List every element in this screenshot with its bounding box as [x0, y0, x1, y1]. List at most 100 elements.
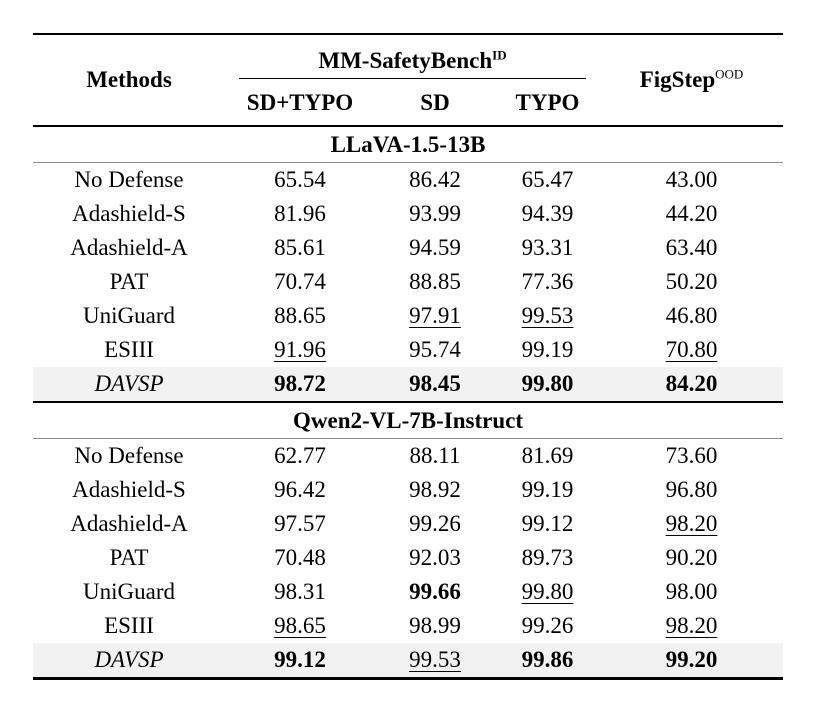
value-text: 99.19	[521, 477, 574, 502]
value-cell: 99.26	[375, 507, 495, 541]
value-cell: 89.73	[495, 541, 600, 575]
value-text: 97.91	[409, 303, 461, 328]
value-text: 98.99	[409, 613, 461, 638]
value-cell: 99.66	[375, 575, 495, 609]
method-cell: ESIII	[104, 337, 154, 362]
value-text: 98.31	[274, 579, 326, 604]
value-text: 99.12	[274, 647, 326, 672]
value-text: 70.74	[274, 269, 326, 294]
value-text: 43.00	[665, 167, 718, 192]
value-cell: 98.65	[225, 609, 375, 643]
column-header-sd-typo: SD+TYPO	[225, 81, 375, 127]
value-cell: 98.20	[600, 609, 783, 643]
value-text: 65.47	[521, 167, 574, 192]
value-text: 96.80	[665, 477, 718, 502]
value-text: 99.26	[521, 613, 574, 638]
value-text: 98.65	[274, 613, 326, 638]
method-cell: UniGuard	[83, 303, 175, 328]
value-cell: 70.74	[225, 265, 375, 299]
value-cell: 99.19	[495, 473, 600, 507]
value-text: 99.53	[409, 647, 461, 672]
value-cell: 94.39	[495, 197, 600, 231]
value-cell: 98.20	[600, 507, 783, 541]
method-cell: DAVSP	[33, 643, 225, 679]
value-cell: 44.20	[600, 197, 783, 231]
value-text: 65.54	[274, 167, 326, 192]
value-text: 70.80	[665, 337, 718, 362]
value-cell: 62.77	[225, 439, 375, 474]
value-text: 98.45	[409, 371, 461, 396]
value-cell: 91.96	[225, 333, 375, 367]
column-group-mm-safetybench: MM-SafetyBenchID	[225, 34, 600, 81]
value-cell: 70.48	[225, 541, 375, 575]
value-text: 99.66	[409, 579, 461, 604]
table-row: DAVSP 98.72 98.45 99.80 84.20	[33, 367, 783, 402]
value-cell: 98.45	[375, 367, 495, 402]
section-header-row: Qwen2-VL-7B-Instruct	[33, 401, 783, 439]
column-header-sd: SD	[375, 81, 495, 127]
value-cell: 94.59	[375, 231, 495, 265]
value-cell: 65.54	[225, 163, 375, 198]
method-cell: PAT	[109, 545, 149, 570]
results-table: Methods MM-SafetyBenchID FigStepOOD SD+T…	[33, 33, 783, 680]
value-text: 90.20	[665, 545, 718, 570]
value-cell: 81.69	[495, 439, 600, 474]
table-row: DAVSP 99.12 99.53 99.86 99.20	[33, 643, 783, 679]
table-row: ESIII 91.96 95.74 99.19 70.80	[33, 333, 783, 367]
value-text: 93.99	[409, 201, 461, 226]
value-cell: 50.20	[600, 265, 783, 299]
value-cell: 46.80	[600, 299, 783, 333]
value-text: 94.39	[521, 201, 574, 226]
value-text: 85.61	[274, 235, 326, 260]
value-cell: 65.47	[495, 163, 600, 198]
method-cell: Adashield-A	[70, 235, 188, 260]
method-cell: PAT	[109, 269, 149, 294]
value-text: 73.60	[665, 443, 718, 468]
value-text: 97.57	[274, 511, 326, 536]
value-cell: 96.42	[225, 473, 375, 507]
value-cell: 99.26	[495, 609, 600, 643]
header-row-subcolumns: SD+TYPO SD TYPO	[33, 81, 783, 127]
value-cell: 98.00	[600, 575, 783, 609]
column-header-figstep: FigStepOOD	[600, 34, 783, 127]
table-row: PAT 70.74 88.85 77.36 50.20	[33, 265, 783, 299]
method-cell: Adashield-A	[70, 511, 188, 536]
value-cell: 77.36	[495, 265, 600, 299]
value-cell: 97.57	[225, 507, 375, 541]
group-superscript: ID	[492, 46, 507, 62]
value-cell: 73.60	[600, 439, 783, 474]
value-cell: 99.20	[600, 643, 783, 679]
value-text: 99.12	[521, 511, 574, 536]
section-header-row: LLaVA-1.5-13B	[33, 125, 783, 163]
value-text: 99.80	[521, 579, 574, 604]
value-text: 93.31	[521, 235, 574, 260]
value-text: 88.65	[274, 303, 326, 328]
value-text: 89.73	[521, 545, 574, 570]
value-cell: 81.96	[225, 197, 375, 231]
method-cell: DAVSP	[33, 367, 225, 402]
value-cell: 93.99	[375, 197, 495, 231]
value-text: 99.80	[521, 371, 574, 396]
figstep-superscript: OOD	[715, 66, 744, 82]
table-header: Methods MM-SafetyBenchID FigStepOOD SD+T…	[33, 34, 783, 127]
group-label: MM-SafetyBench	[318, 47, 493, 73]
value-cell: 98.72	[225, 367, 375, 402]
value-text: 77.36	[521, 269, 574, 294]
value-cell: 85.61	[225, 231, 375, 265]
value-cell: 98.99	[375, 609, 495, 643]
table-row: PAT 70.48 92.03 89.73 90.20	[33, 541, 783, 575]
value-cell: 99.12	[495, 507, 600, 541]
section-title: LLaVA-1.5-13B	[33, 125, 783, 163]
value-text: 50.20	[665, 269, 718, 294]
value-text: 88.11	[409, 443, 461, 468]
value-cell: 90.20	[600, 541, 783, 575]
value-cell: 95.74	[375, 333, 495, 367]
value-text: 98.20	[665, 613, 718, 638]
value-text: 88.85	[409, 269, 461, 294]
value-text: 46.80	[665, 303, 718, 328]
value-text: 98.00	[665, 579, 718, 604]
method-cell: No Defense	[74, 167, 184, 192]
value-cell: 98.92	[375, 473, 495, 507]
value-text: 81.69	[521, 443, 574, 468]
value-text: 99.19	[521, 337, 574, 362]
